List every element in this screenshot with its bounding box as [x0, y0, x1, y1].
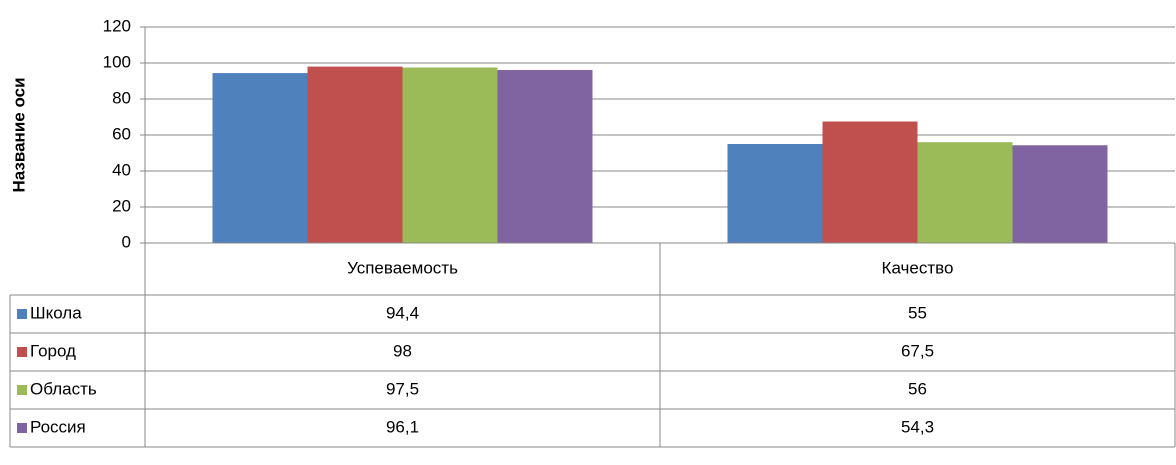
bar — [497, 70, 593, 244]
table-cell: 56 — [908, 379, 927, 398]
table-cell: 55 — [908, 303, 927, 322]
y-tick-label: 20 — [112, 196, 131, 215]
bar — [917, 142, 1013, 243]
table-cell: 67,5 — [901, 341, 934, 360]
y-tick-label: 40 — [112, 160, 131, 179]
y-tick-label: 120 — [103, 16, 131, 35]
bar — [727, 144, 823, 243]
legend-label: Россия — [30, 417, 86, 436]
y-tick-label: 100 — [103, 52, 131, 71]
bar — [402, 67, 498, 243]
legend-label: Школа — [30, 303, 82, 322]
legend-label: Город — [30, 341, 76, 360]
x-tick-label: Качество — [882, 258, 954, 277]
bar — [822, 121, 918, 243]
bar — [1012, 145, 1108, 243]
legend-key — [17, 347, 27, 357]
bar — [307, 66, 403, 243]
table-cell: 96,1 — [386, 417, 419, 436]
table-cell: 94,4 — [386, 303, 419, 322]
legend-key — [17, 309, 27, 319]
y-tick-label: 80 — [112, 88, 131, 107]
legend-key — [17, 385, 27, 395]
table-cell: 98 — [393, 341, 412, 360]
y-tick-label: 0 — [122, 232, 131, 251]
y-axis-label: Название оси — [9, 77, 28, 192]
legend-key — [17, 423, 27, 433]
table-cell: 54,3 — [901, 417, 934, 436]
legend-label: Область — [30, 379, 97, 398]
bar — [212, 73, 308, 243]
x-tick-label: Успеваемость — [347, 258, 458, 277]
table-cell: 97,5 — [386, 379, 419, 398]
y-tick-label: 60 — [112, 124, 131, 143]
